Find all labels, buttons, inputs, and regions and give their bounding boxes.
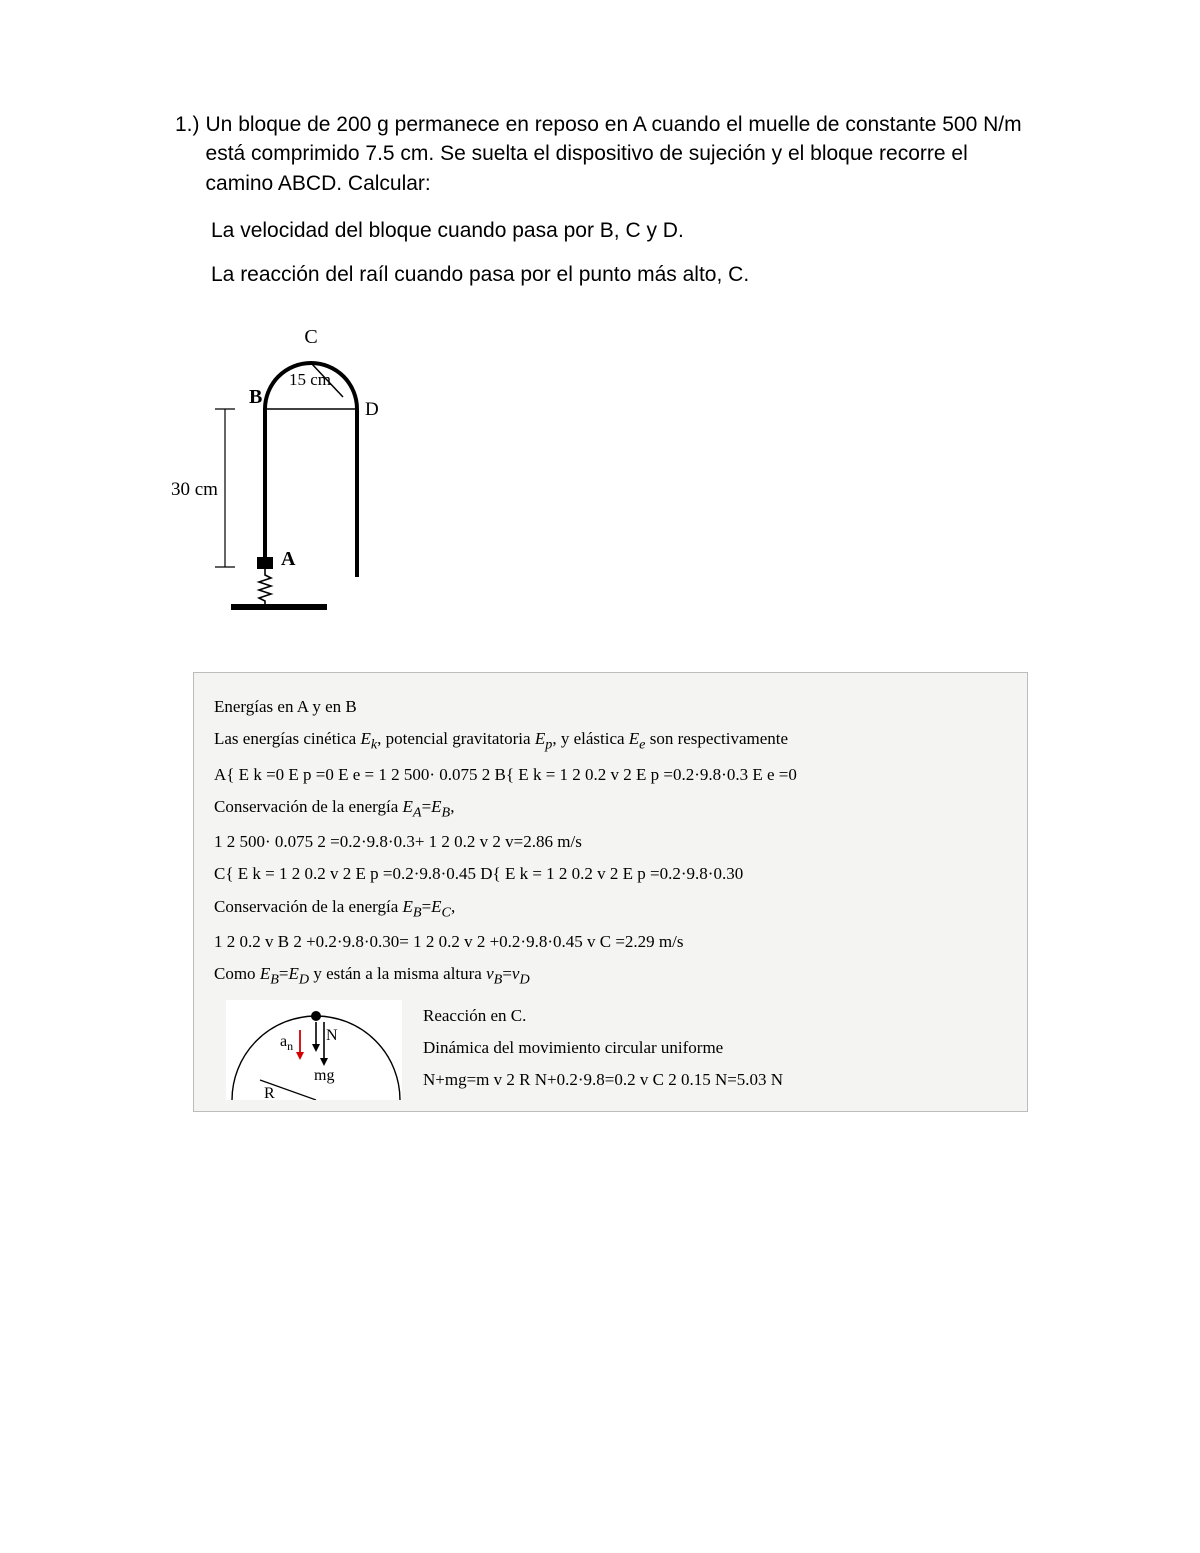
sol-line-1: Energías en A y en B [214, 691, 1007, 723]
sol-l9-vd-sub: D [519, 972, 529, 988]
sol-l7-a: Conservación de la energía [214, 897, 403, 916]
sol-line-5: 1 2 500· 0.075 2 =0.2·9.8·0.3+ 1 2 0.2 v… [214, 826, 1007, 858]
sol-l2-c: , y elástica [552, 729, 628, 748]
sol-l9-ed-sub: D [299, 972, 309, 988]
label-b: B [249, 386, 262, 408]
sol-l4-eb: E [431, 797, 441, 816]
sol-l9-vb: v [486, 964, 494, 983]
sol-l2-ek: E [360, 729, 370, 748]
problem-sub-1: La velocidad del bloque cuando pasa por … [211, 216, 1030, 245]
sol-right-3: N+mg=m v 2 R N+0.2·9.8=0.2 v C 2 0.15 N=… [423, 1064, 1007, 1096]
sol-l4-eq: = [422, 797, 432, 816]
sol-right-2: Dinámica del movimiento circular uniform… [423, 1032, 1007, 1064]
label-a: A [281, 548, 296, 570]
sol-l2-d: son respectivamente [645, 729, 788, 748]
solution-bottom-row: an N mg R Reacción en C. Dinámica del mo… [214, 1000, 1007, 1111]
sol-line-6: C{ E k = 1 2 0.2 v 2 E p =0.2·9.8·0.45 D… [214, 858, 1007, 890]
track-svg: C B D A 15 cm 30 cm [165, 317, 405, 627]
sol-l4-ea: E [403, 797, 413, 816]
sol-l9-a: Como [214, 964, 260, 983]
sol-line-8: 1 2 0.2 v B 2 +0.2·9.8·0.30= 1 2 0.2 v 2… [214, 926, 1007, 958]
sol-line-9: Como EB=ED y están a la misma altura vB=… [214, 958, 1007, 993]
label-15cm: 15 cm [289, 370, 331, 389]
problem-number: 1.) [175, 110, 200, 198]
sol-l2-ee: E [629, 729, 639, 748]
fbd-mass-dot [311, 1011, 321, 1021]
fbd-label-n: N [326, 1027, 338, 1044]
solution-box: Energías en A y en B Las energías cinéti… [193, 672, 1028, 1112]
sol-l7-eq: = [422, 897, 432, 916]
sol-line-4: Conservación de la energía EA=EB, [214, 791, 1007, 826]
sol-l9-b: y están a la misma altura [309, 964, 486, 983]
page: 1.) Un bloque de 200 g permanece en repo… [0, 0, 1200, 1553]
sol-line-7: Conservación de la energía EB=EC, [214, 891, 1007, 926]
block-a [257, 557, 273, 569]
label-30cm: 30 cm [171, 479, 218, 500]
sol-l2-a: Las energías cinética [214, 729, 360, 748]
sol-line-3: A{ E k =0 E p =0 E e = 1 2 500· 0.075 2 … [214, 759, 1007, 791]
spring-icon [259, 569, 271, 607]
sol-l9-eb-sub: B [270, 972, 279, 988]
sol-l9-ed: E [288, 964, 298, 983]
sol-l4-ea-sub: A [413, 804, 422, 820]
label-c: C [304, 326, 317, 348]
sol-l9-eq2: = [502, 964, 512, 983]
sol-l4-end: , [450, 797, 454, 816]
sol-l7-end: , [451, 897, 455, 916]
sol-l7-eb: E [403, 897, 413, 916]
figure-fbd: an N mg R [214, 1000, 409, 1111]
solution-right-text: Reacción en C. Dinámica del movimiento c… [423, 1000, 1007, 1097]
fbd-svg: an N mg R [214, 1000, 409, 1100]
problem-statement-row: 1.) Un bloque de 200 g permanece en repo… [175, 110, 1030, 198]
sol-l7-eb-sub: B [413, 904, 422, 920]
sol-l4-eb-sub: B [442, 804, 451, 820]
sol-line-2: Las energías cinética Ek, potencial grav… [214, 723, 1007, 758]
sol-l9-eq: = [279, 964, 289, 983]
sol-l9-eb: E [260, 964, 270, 983]
problem-statement: Un bloque de 200 g permanece en reposo e… [206, 110, 1030, 198]
fbd-label-mg: mg [314, 1067, 334, 1084]
sol-l2-b: , potencial gravitatoria [377, 729, 535, 748]
problem-sub-2: La reacción del raíl cuando pasa por el … [211, 260, 1030, 289]
sol-l2-ep: E [535, 729, 545, 748]
figure-track-diagram: C B D A 15 cm 30 cm [165, 317, 1030, 632]
sol-right-1: Reacción en C. [423, 1000, 1007, 1032]
sol-l9-vb-sub: B [494, 972, 503, 988]
sol-l7-ec-sub: C [442, 904, 451, 920]
fbd-label-r: R [264, 1085, 275, 1100]
sol-l4-a: Conservación de la energía [214, 797, 403, 816]
label-d: D [365, 399, 379, 420]
sol-l7-ec: E [431, 897, 441, 916]
